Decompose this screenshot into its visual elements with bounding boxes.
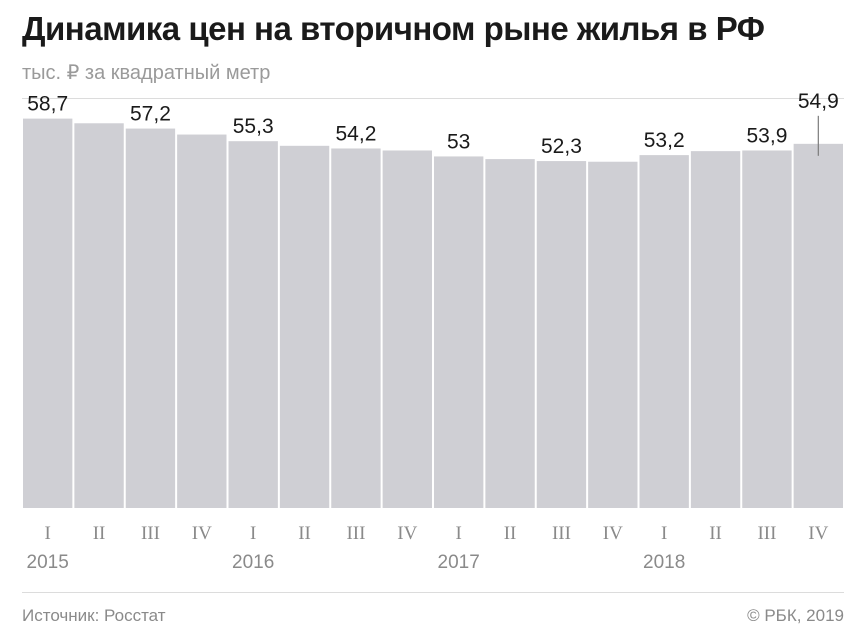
data-label-13: 53,2 [644, 129, 685, 152]
bar-2 [74, 123, 124, 509]
quarter-tick-8: IV [397, 523, 417, 544]
bar-13 [639, 155, 689, 508]
bar-10 [485, 159, 535, 508]
data-label-11: 52,3 [541, 135, 582, 158]
data-label-5: 55,3 [233, 115, 274, 138]
quarter-tick-9: I [456, 523, 462, 544]
quarter-tick-12: IV [603, 523, 623, 544]
bar-5 [228, 141, 278, 508]
chart-title: Динамика цен на вторичном рыне жилья в Р… [22, 10, 765, 47]
chart-subtitle: тыс. ₽ за квадратный метр [22, 62, 271, 84]
bar-6 [279, 145, 330, 508]
bottom-divider [22, 592, 844, 593]
bar-1 [23, 118, 73, 508]
quarter-tick-13: I [661, 523, 667, 544]
year-label-2016: 2016 [232, 552, 274, 573]
quarter-tick-2: II [93, 523, 106, 544]
quarter-tick-11: III [552, 523, 571, 544]
data-label-3: 57,2 [130, 103, 171, 126]
bar-15 [742, 150, 792, 509]
quarter-tick-6: II [298, 523, 311, 544]
source-note: Источник: Росстат [22, 606, 166, 625]
data-label-16: 54,9 [798, 90, 839, 113]
data-label-7: 54,2 [336, 122, 377, 145]
bar-7 [331, 148, 381, 508]
bar-4 [177, 134, 227, 508]
year-label-2015: 2015 [27, 552, 69, 573]
bar-11 [536, 161, 587, 508]
bar-9 [434, 156, 484, 508]
top-divider [22, 98, 844, 99]
quarter-tick-1: I [45, 523, 51, 544]
quarter-tick-3: III [141, 523, 160, 544]
year-label-2018: 2018 [643, 552, 685, 573]
data-label-1: 58,7 [27, 93, 68, 116]
bar-12 [588, 161, 638, 509]
bar-14 [690, 151, 741, 509]
copyright-note: © РБК, 2019 [747, 606, 844, 625]
quarter-tick-10: II [504, 523, 517, 544]
quarter-tick-4: IV [192, 523, 212, 544]
quarter-tick-14: II [709, 523, 722, 544]
quarter-tick-16: IV [808, 523, 828, 544]
bar-8 [382, 150, 432, 509]
quarter-tick-15: III [757, 523, 776, 544]
bar-16 [793, 143, 843, 508]
data-label-15: 53,9 [747, 124, 788, 147]
quarter-tick-5: I [250, 523, 256, 544]
bar-3 [125, 128, 176, 508]
year-label-2017: 2017 [438, 552, 480, 573]
quarter-tick-7: III [346, 523, 365, 544]
data-label-9: 53 [447, 130, 470, 153]
